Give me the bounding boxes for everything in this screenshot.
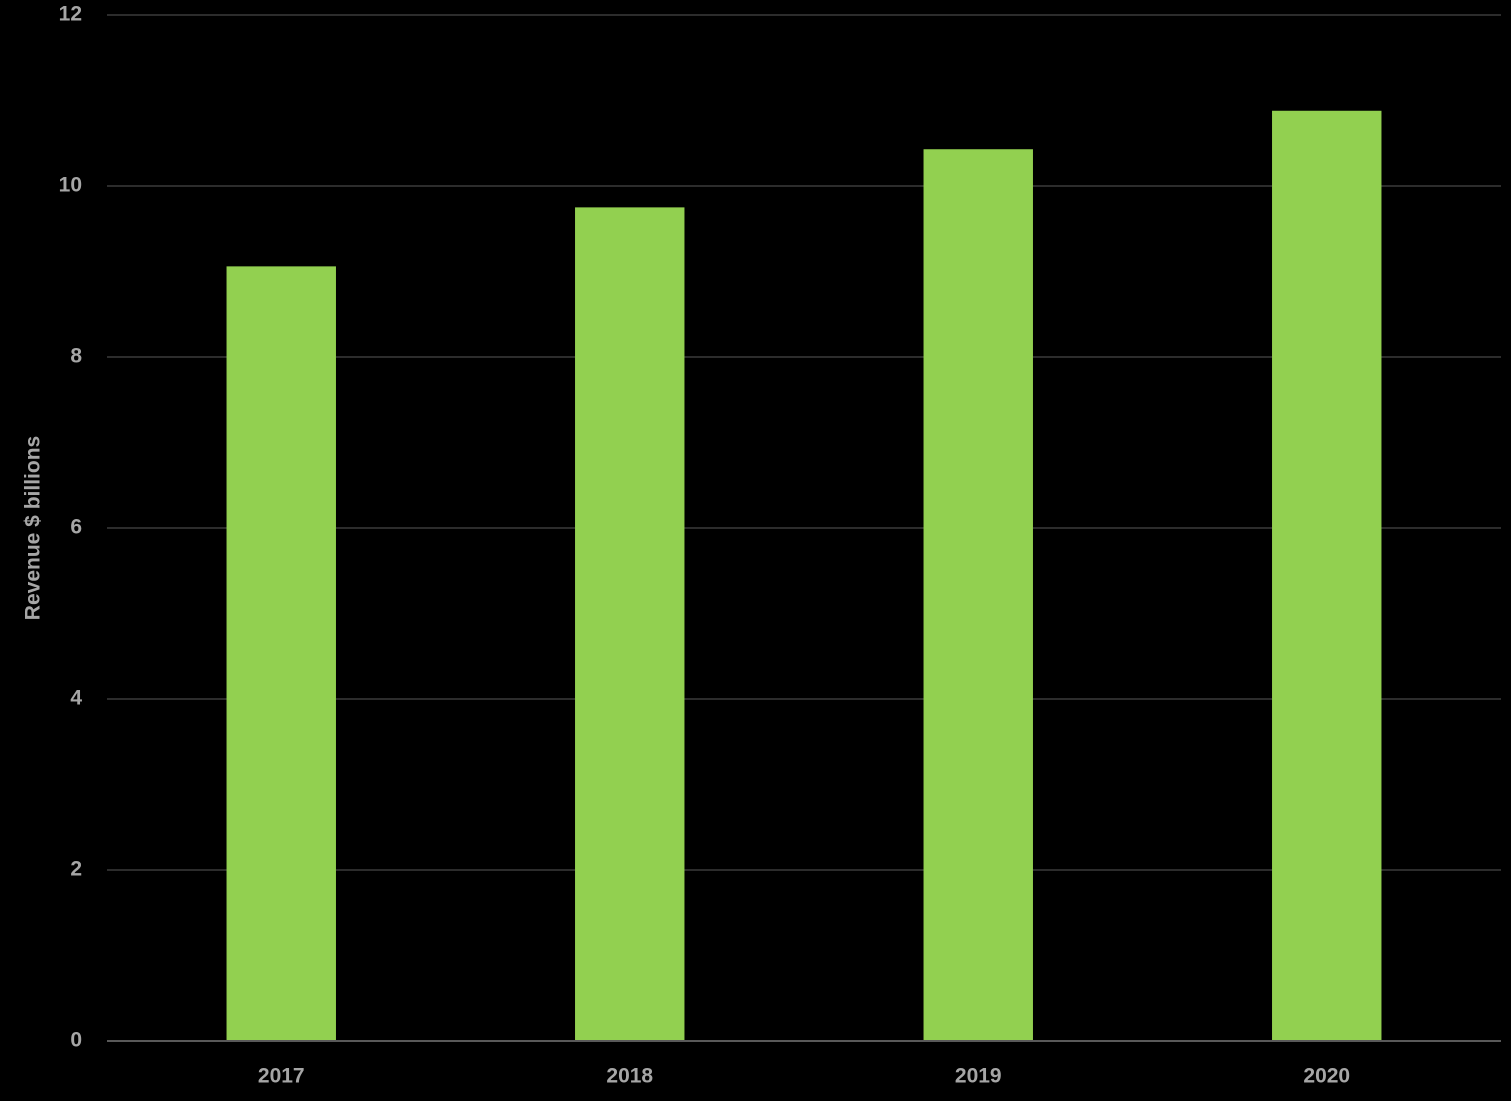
y-tick-label: 4 xyxy=(70,687,82,710)
x-tick-label: 2017 xyxy=(258,1065,305,1088)
bar xyxy=(1272,110,1382,1041)
x-tick-label: 2019 xyxy=(955,1065,1002,1088)
y-tick-label: 0 xyxy=(70,1029,82,1052)
y-tick-label: 10 xyxy=(59,174,82,197)
bar xyxy=(575,207,685,1041)
x-tick-label: 2020 xyxy=(1303,1065,1350,1088)
bar xyxy=(226,266,336,1041)
x-tick-label: 2018 xyxy=(606,1065,653,1088)
y-tick-label: 2 xyxy=(70,858,82,881)
bar xyxy=(923,149,1033,1042)
y-axis-label: Revenue $ billions xyxy=(22,436,45,620)
y-tick-label: 12 xyxy=(59,3,82,26)
y-tick-label: 6 xyxy=(70,516,82,539)
y-tick-label: 8 xyxy=(70,345,82,368)
